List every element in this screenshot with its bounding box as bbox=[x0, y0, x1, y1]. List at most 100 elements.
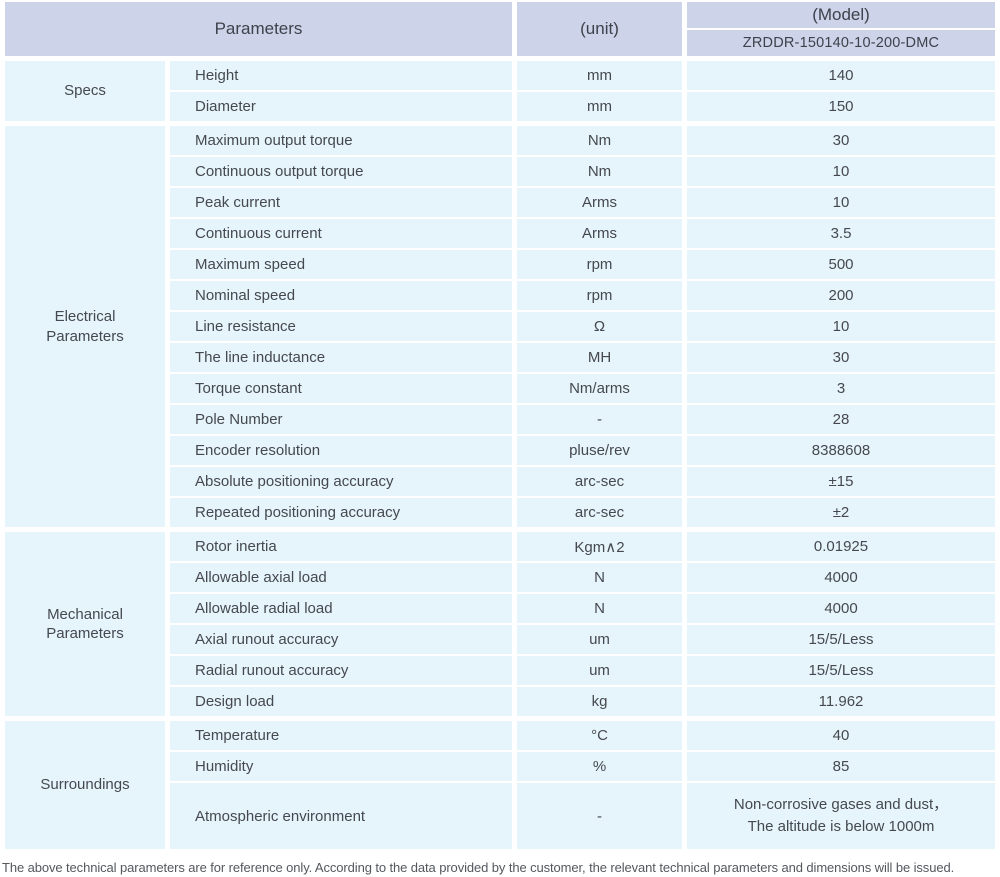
value-cell: 500 bbox=[687, 250, 995, 279]
value-cell: ±15 bbox=[687, 467, 995, 496]
param-cell: Height bbox=[170, 58, 512, 90]
param-cell: Pole Number bbox=[170, 405, 512, 434]
table-row: Specs Height mm 140 bbox=[5, 58, 995, 121]
value-cell: 85 bbox=[687, 752, 995, 781]
unit-cell: mm bbox=[517, 92, 682, 121]
table-row: The line inductance MH 30 bbox=[5, 343, 995, 372]
unit-cell: Nm bbox=[517, 123, 682, 155]
param-cell: Diameter bbox=[170, 92, 512, 121]
footnote: The above technical parameters are for r… bbox=[2, 860, 955, 875]
param-cell: Encoder resolution bbox=[170, 436, 512, 465]
group-label: Mechanical Parameters bbox=[46, 605, 124, 643]
value-cell: 10 bbox=[687, 157, 995, 186]
parameters-header: Parameters bbox=[5, 2, 512, 56]
unit-cell: MH bbox=[517, 343, 682, 372]
value-cell: 10 bbox=[687, 188, 995, 217]
param-cell: Line resistance bbox=[170, 312, 512, 341]
group-cell-specs: Specs bbox=[5, 58, 165, 121]
unit-header: (unit) bbox=[517, 2, 682, 56]
table-row: Pole Number - 28 bbox=[5, 405, 995, 434]
unit-cell: Kgm∧2 bbox=[517, 529, 682, 561]
table-row: Axial runout accuracy um 15/5/Less bbox=[5, 625, 995, 654]
unit-cell: rpm bbox=[517, 281, 682, 310]
param-cell: Peak current bbox=[170, 188, 512, 217]
value-cell: 140 bbox=[687, 58, 995, 90]
param-cell: Rotor inertia bbox=[170, 529, 512, 561]
value-cell: 200 bbox=[687, 281, 995, 310]
param-cell: Continuous current bbox=[170, 219, 512, 248]
unit-cell: arc-sec bbox=[517, 498, 682, 527]
value-cell: 0.01925 bbox=[687, 529, 995, 561]
value-cell: 11.962 bbox=[687, 687, 995, 716]
unit-cell: um bbox=[517, 656, 682, 685]
table-row: Atmospheric environment - Non-corrosive … bbox=[5, 783, 995, 849]
table-row: Surroundings Temperature °C 40 bbox=[5, 718, 995, 849]
table-row: Maximum speed rpm 500 bbox=[5, 250, 995, 279]
unit-cell: kg bbox=[517, 687, 682, 716]
param-cell: Absolute positioning accuracy bbox=[170, 467, 512, 496]
param-cell: The line inductance bbox=[170, 343, 512, 372]
unit-cell: arc-sec bbox=[517, 467, 682, 496]
value-cell: 4000 bbox=[687, 563, 995, 592]
group-label: Specs bbox=[64, 82, 106, 100]
group-cell-electrical: Electrical Parameters bbox=[5, 123, 165, 527]
param-cell: Maximum speed bbox=[170, 250, 512, 279]
param-cell: Maximum output torque bbox=[170, 123, 512, 155]
unit-cell: mm bbox=[517, 58, 682, 90]
table-row: Absolute positioning accuracy arc-sec ±1… bbox=[5, 467, 995, 496]
value-cell: 15/5/Less bbox=[687, 656, 995, 685]
value-cell: 10 bbox=[687, 312, 995, 341]
value-cell: 4000 bbox=[687, 594, 995, 623]
value-cell: 28 bbox=[687, 405, 995, 434]
param-cell: Continuous output torque bbox=[170, 157, 512, 186]
unit-cell: N bbox=[517, 594, 682, 623]
table-row: Allowable radial load N 4000 bbox=[5, 594, 995, 623]
table-row: Continuous output torque Nm 10 bbox=[5, 157, 995, 186]
value-cell: 15/5/Less bbox=[687, 625, 995, 654]
param-cell: Atmospheric environment bbox=[170, 783, 512, 849]
value-cell: 3 bbox=[687, 374, 995, 403]
table-row: Diameter mm 150 bbox=[5, 92, 995, 121]
table-row: Design load kg 11.962 bbox=[5, 687, 995, 716]
unit-cell: Nm/arms bbox=[517, 374, 682, 403]
param-cell: Axial runout accuracy bbox=[170, 625, 512, 654]
unit-cell: Nm bbox=[517, 157, 682, 186]
table-row: Radial runout accuracy um 15/5/Less bbox=[5, 656, 995, 685]
group-cell-mechanical: Mechanical Parameters bbox=[5, 529, 165, 716]
param-cell: Humidity bbox=[170, 752, 512, 781]
value-cell: ±2 bbox=[687, 498, 995, 527]
param-cell: Nominal speed bbox=[170, 281, 512, 310]
table-row: Allowable axial load N 4000 bbox=[5, 563, 995, 592]
unit-cell: N bbox=[517, 563, 682, 592]
table-row: Mechanical Parameters Rotor inertia Kgm∧… bbox=[5, 529, 995, 716]
value-cell: 30 bbox=[687, 123, 995, 155]
value-cell: 3.5 bbox=[687, 219, 995, 248]
header-model-row: ZRDDR-150140-10-200-DMC bbox=[5, 30, 995, 56]
unit-cell: - bbox=[517, 783, 682, 849]
unit-cell: um bbox=[517, 625, 682, 654]
unit-cell: % bbox=[517, 752, 682, 781]
param-cell: Radial runout accuracy bbox=[170, 656, 512, 685]
unit-cell: Arms bbox=[517, 219, 682, 248]
param-cell: Design load bbox=[170, 687, 512, 716]
param-cell: Repeated positioning accuracy bbox=[170, 498, 512, 527]
table-row: Repeated positioning accuracy arc-sec ±2 bbox=[5, 498, 995, 527]
table-row: Line resistance Ω 10 bbox=[5, 312, 995, 341]
value-cell: 8388608 bbox=[687, 436, 995, 465]
value-cell: 30 bbox=[687, 343, 995, 372]
value-cell: Non-corrosive gases and dust， The altitu… bbox=[687, 783, 995, 849]
model-header: (Model) bbox=[687, 2, 995, 28]
param-cell: Temperature bbox=[170, 718, 512, 750]
unit-cell: pluse/rev bbox=[517, 436, 682, 465]
group-label: Electrical Parameters bbox=[46, 308, 124, 345]
param-cell: Allowable radial load bbox=[170, 594, 512, 623]
table-row: Humidity % 85 bbox=[5, 752, 995, 781]
table-row: Peak current Arms 10 bbox=[5, 188, 995, 217]
table-row: Nominal speed rpm 200 bbox=[5, 281, 995, 310]
table-row: Encoder resolution pluse/rev 8388608 bbox=[5, 436, 995, 465]
model-value: ZRDDR-150140-10-200-DMC bbox=[687, 30, 995, 56]
table-row: Continuous current Arms 3.5 bbox=[5, 219, 995, 248]
unit-cell: Ω bbox=[517, 312, 682, 341]
value-cell: 150 bbox=[687, 92, 995, 121]
